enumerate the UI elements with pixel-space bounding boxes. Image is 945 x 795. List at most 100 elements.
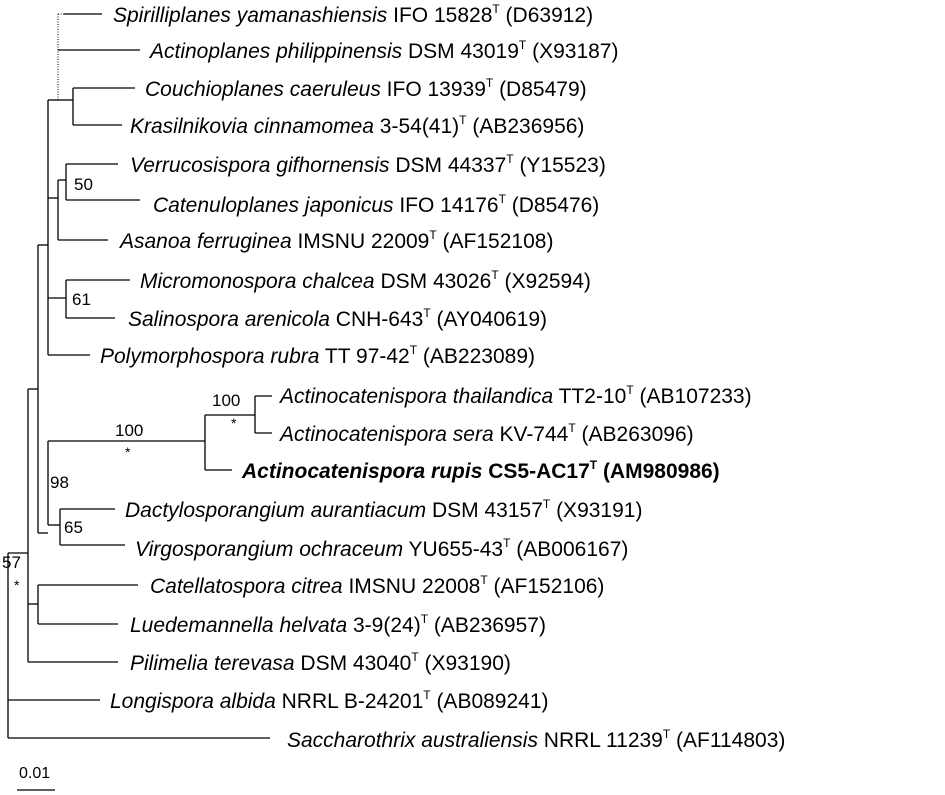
taxon-strain: DSM 43040 <box>295 652 412 675</box>
taxon-species-name: Virgosporangium ochraceum <box>135 538 403 561</box>
taxon-accession: (AF152106) <box>488 575 605 598</box>
taxon-species-name: Saccharothrix australiensis <box>287 729 538 752</box>
taxon-label-t18: Pilimelia terevasa DSM 43040T (X93190) <box>130 650 511 675</box>
taxon-accession: (AF114803) <box>670 729 785 752</box>
taxon-strain: CNH-643 <box>330 308 423 331</box>
taxon-accession: (D85479) <box>493 78 586 101</box>
taxon-accession: (X93187) <box>526 40 618 63</box>
type-strain-mark: T <box>459 113 467 127</box>
taxon-label-t2: Actinoplanes philippinensis DSM 43019T (… <box>148 38 618 63</box>
type-strain-mark: T <box>423 306 431 320</box>
taxon-species-name: Krasilnikovia cinnamomea <box>130 115 374 138</box>
taxon-species-name: Longispora albida <box>110 690 276 713</box>
taxon-species-name: Couchioplanes caeruleus <box>145 78 381 101</box>
taxon-species-name: Catellatospora citrea <box>150 575 343 598</box>
type-strain-mark: T <box>503 536 511 550</box>
taxon-accession: (D63912) <box>500 4 593 27</box>
taxon-species-name: Actinoplanes philippinensis <box>148 40 403 63</box>
taxon-strain: 3-54(41) <box>374 115 459 138</box>
taxon-strain: KV-744 <box>494 423 569 446</box>
scale-bar-label: 0.01 <box>19 765 50 782</box>
taxon-strain: 3-9(24) <box>347 614 421 637</box>
type-strain-mark: T <box>486 76 494 90</box>
taxon-species-name: Polymorphospora rubra <box>100 345 319 368</box>
scale-bar: 0.01 <box>17 765 55 791</box>
taxon-label-t20: Saccharothrix australiensis NRRL 11239T … <box>287 727 785 752</box>
taxon-accession: (AB107233) <box>634 385 752 408</box>
type-strain-mark: T <box>590 458 598 472</box>
taxon-label-t8: Micromonospora chalcea DSM 43026T (X9259… <box>140 268 591 293</box>
taxon-label-t16: Catellatospora citrea IMSNU 22008T (AF15… <box>150 573 604 598</box>
taxon-species-name: Actinocatenispora rupis <box>241 460 482 483</box>
taxon-strain: NRRL 11239 <box>538 729 663 752</box>
taxon-species-name: Actinocatenispora sera <box>278 423 494 446</box>
type-strain-mark: T <box>492 2 500 16</box>
taxon-species-name: Salinospora arenicola <box>128 308 330 331</box>
taxon-accession: (AY040619) <box>431 308 547 331</box>
type-strain-mark: T <box>519 38 527 52</box>
taxon-accession: (X93191) <box>550 499 642 522</box>
taxon-species-name: Spirilliplanes yamanashiensis <box>113 4 388 27</box>
bootstrap-50: 50 <box>74 175 93 194</box>
taxon-label-t4: Krasilnikovia cinnamomea 3-54(41)T (AB23… <box>130 113 584 138</box>
taxon-label-t11: Actinocatenispora thailandica TT2-10T (A… <box>278 383 752 408</box>
taxon-accession: (X92594) <box>499 270 591 293</box>
taxon-accession: (AB236956) <box>467 115 585 138</box>
taxon-accession: (AB006167) <box>510 538 628 561</box>
taxon-accession: (AF152108) <box>437 230 554 253</box>
asterisk-inner: * <box>231 415 237 431</box>
bootstrap-61: 61 <box>72 290 91 309</box>
bootstrap-values: 50 61 100 * 100 * 98 65 57 * <box>2 175 240 593</box>
taxon-strain: CS5-AC17 <box>482 460 589 483</box>
type-strain-mark: T <box>421 612 429 626</box>
taxon-accession: (D85476) <box>506 194 599 217</box>
type-strain-mark: T <box>480 573 488 587</box>
taxon-strain: IFO 15828 <box>387 4 492 27</box>
taxon-species-name: Pilimelia terevasa <box>130 652 295 675</box>
taxon-species-name: Dactylosporangium aurantiacum <box>125 499 426 522</box>
taxon-strain: TT 97-42 <box>319 345 409 368</box>
taxon-label-t13: Actinocatenispora rupis CS5-AC17T (AM980… <box>241 458 720 483</box>
taxon-strain: IFO 13939 <box>381 78 486 101</box>
taxon-label-t1: Spirilliplanes yamanashiensis IFO 15828T… <box>113 2 593 27</box>
bootstrap-57: 57 <box>2 553 21 572</box>
taxon-species-name: Micromonospora chalcea <box>140 270 375 293</box>
taxon-species-name: Asanoa ferruginea <box>118 230 292 253</box>
type-strain-mark: T <box>568 421 576 435</box>
taxon-species-name: Catenuloplanes japonicus <box>153 194 394 217</box>
taxon-accession: (AM980986) <box>597 460 720 483</box>
taxon-species-name: Verrucosispora gifhornensis <box>130 154 390 177</box>
taxon-accession: (Y15523) <box>514 154 606 177</box>
taxon-accession: (AB089241) <box>431 690 549 713</box>
taxon-strain: NRRL B-24201 <box>276 690 423 713</box>
taxon-label-t7: Asanoa ferruginea IMSNU 22009T (AF152108… <box>118 228 553 253</box>
taxon-label-t19: Longispora albida NRRL B-24201T (AB08924… <box>110 688 549 713</box>
taxon-label-t15: Virgosporangium ochraceum YU655-43T (AB0… <box>135 536 628 561</box>
type-strain-mark: T <box>663 727 671 741</box>
taxon-strain: DSM 43019 <box>402 40 519 63</box>
taxon-strain: DSM 43157 <box>426 499 543 522</box>
type-strain-mark: T <box>506 152 514 166</box>
type-strain-mark: T <box>411 650 419 664</box>
taxon-accession: (AB263096) <box>576 423 694 446</box>
taxon-strain: DSM 43026 <box>375 270 492 293</box>
asterisk-actinocatenispora: * <box>125 444 131 460</box>
taxon-strain: IMSNU 22008 <box>343 575 481 598</box>
taxon-label-t14: Dactylosporangium aurantiacum DSM 43157T… <box>125 497 642 522</box>
taxon-label-t10: Polymorphospora rubra TT 97-42T (AB22308… <box>100 343 535 368</box>
taxon-strain: DSM 44337 <box>390 154 507 177</box>
taxon-label-t9: Salinospora arenicola CNH-643T (AY040619… <box>128 306 547 331</box>
taxon-label-t17: Luedemannella helvata 3-9(24)T (AB236957… <box>130 612 546 637</box>
taxon-labels: Spirilliplanes yamanashiensis IFO 15828T… <box>100 2 785 752</box>
taxon-strain: TT2-10 <box>553 385 626 408</box>
taxon-species-name: Actinocatenispora thailandica <box>278 385 553 408</box>
type-strain-mark: T <box>410 343 418 357</box>
taxon-species-name: Luedemannella helvata <box>130 614 347 637</box>
type-strain-mark: T <box>423 688 431 702</box>
taxon-label-t5: Verrucosispora gifhornensis DSM 44337T (… <box>130 152 606 177</box>
bootstrap-100-inner: 100 <box>212 391 240 410</box>
bootstrap-100-actinocatenispora: 100 <box>115 421 143 440</box>
taxon-strain: IMSNU 22009 <box>292 230 430 253</box>
taxon-strain: IFO 14176 <box>394 194 499 217</box>
taxon-label-t3: Couchioplanes caeruleus IFO 13939T (D854… <box>145 76 587 101</box>
